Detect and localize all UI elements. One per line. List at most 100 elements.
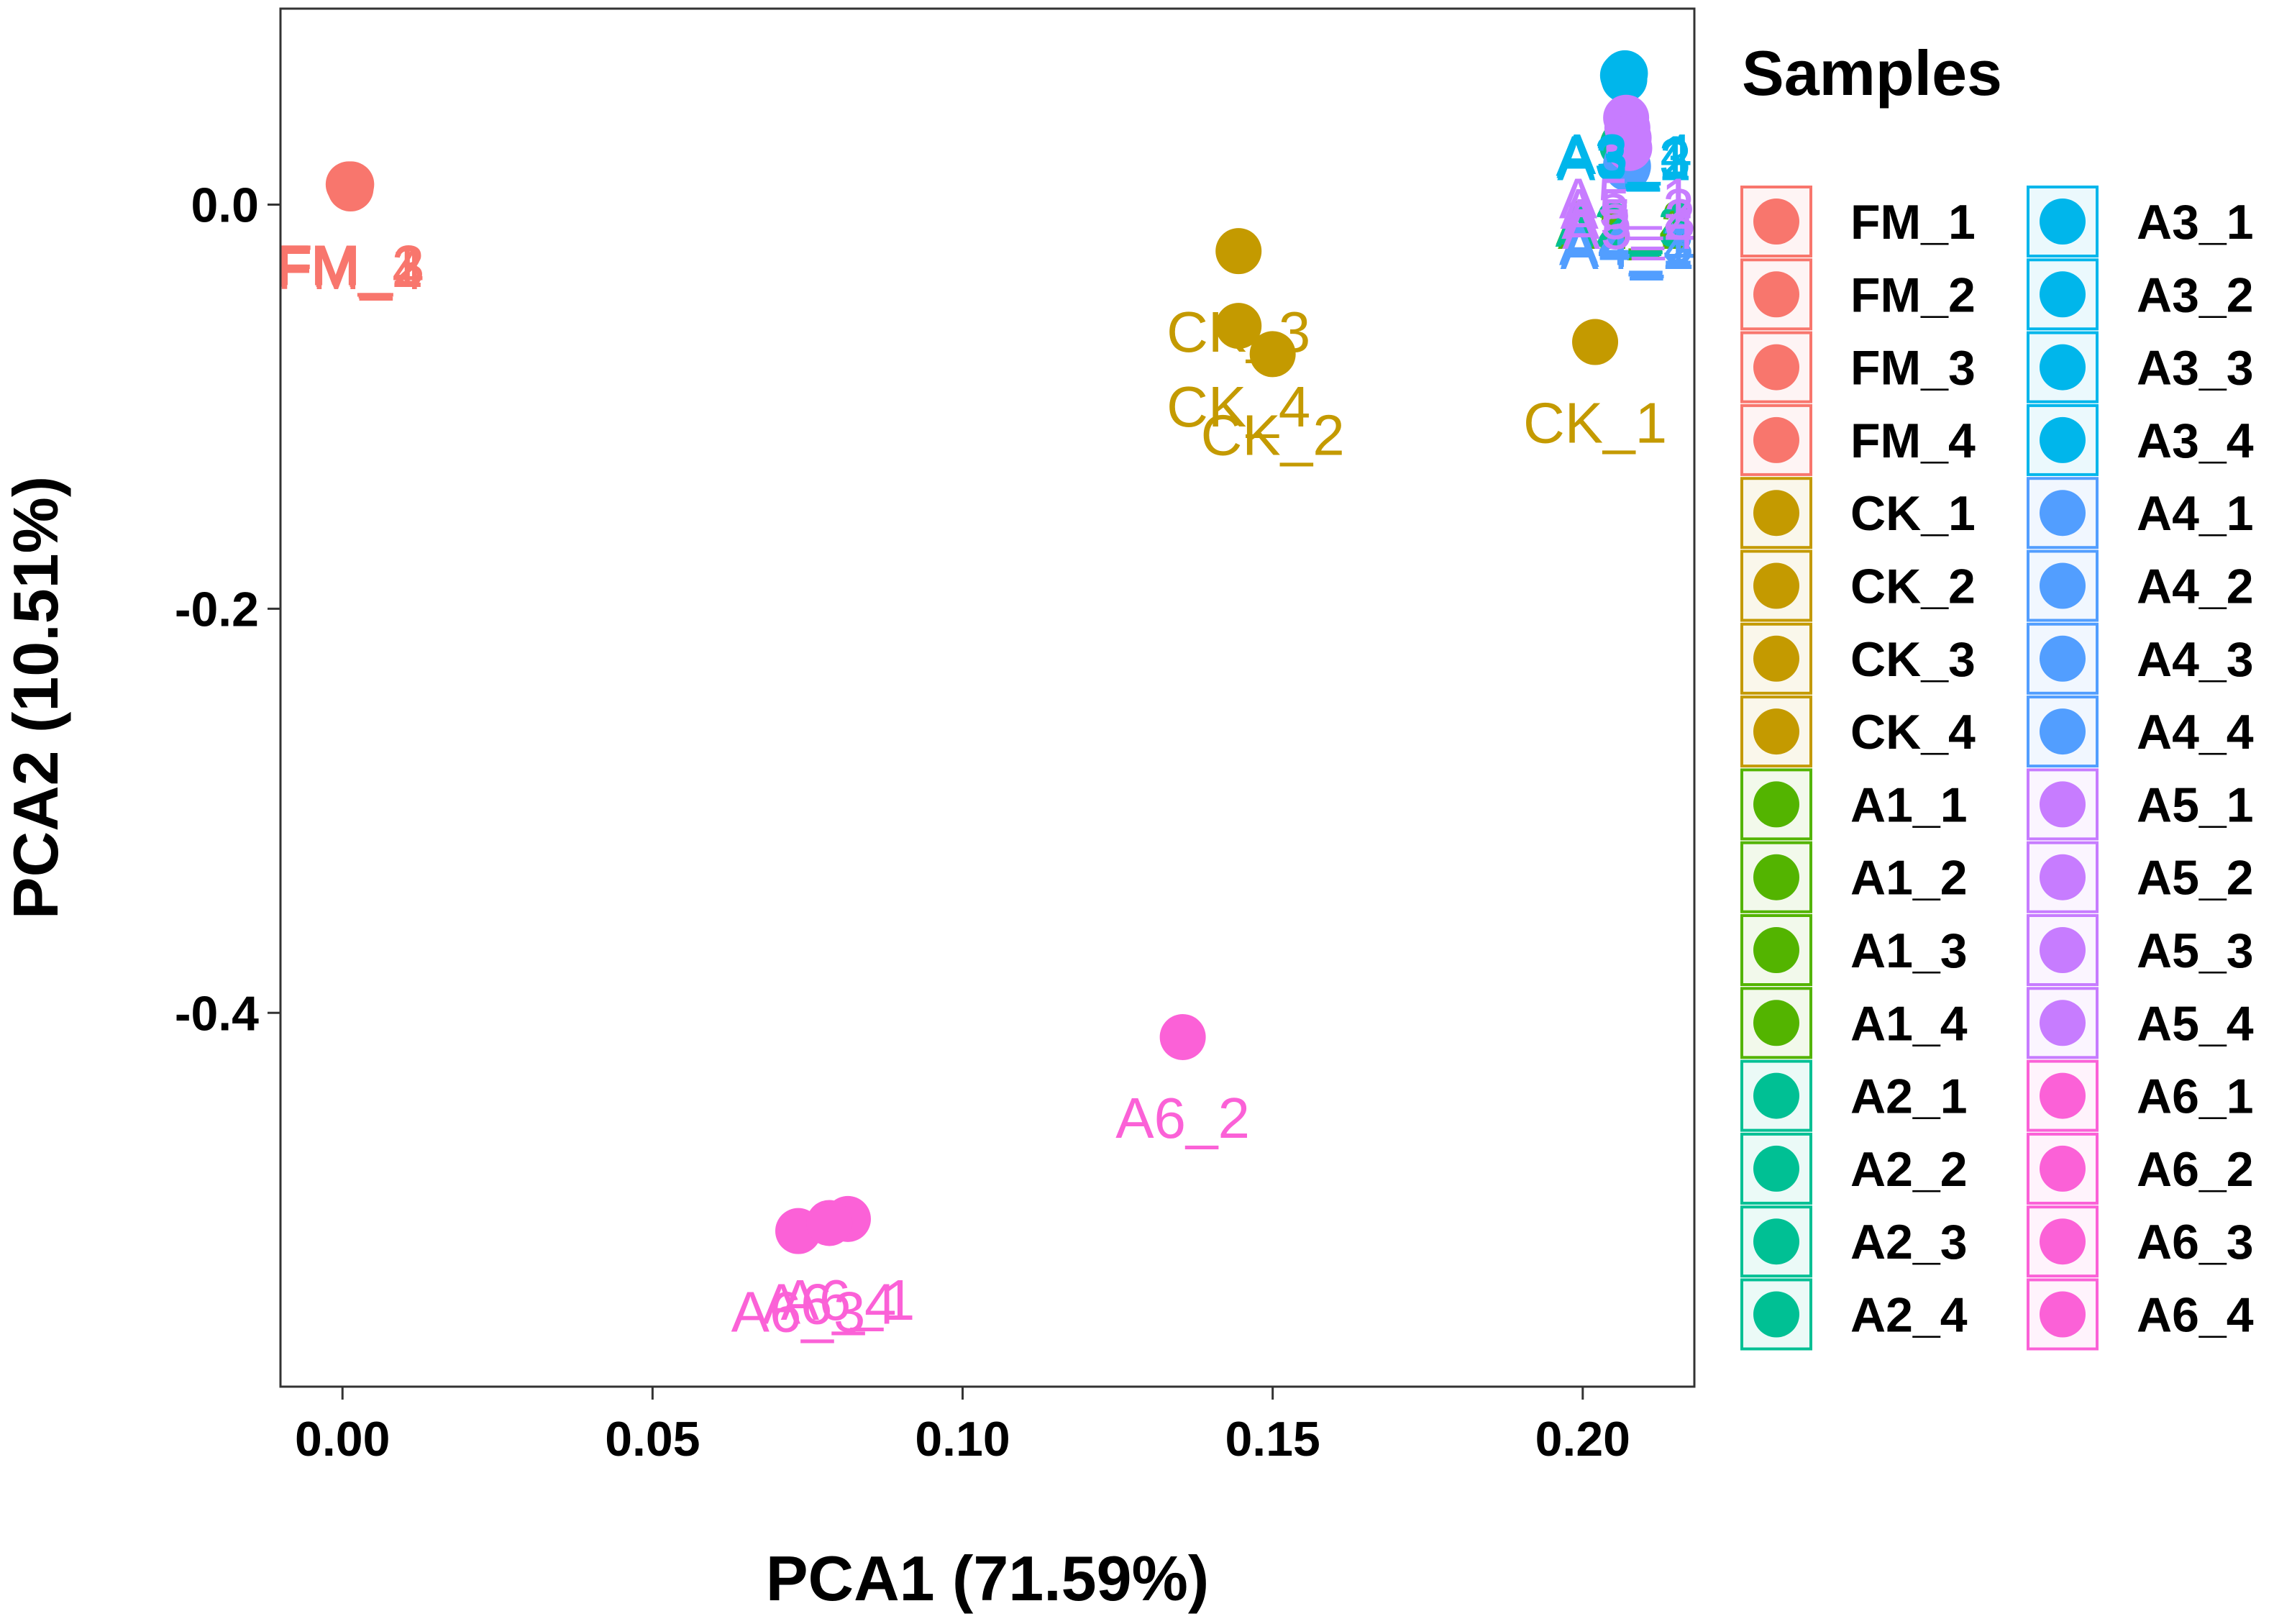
y-tick-label: -0.4 [175,986,259,1041]
legend-label: FM_1 [1850,195,1976,250]
data-point-a6-4 [806,1200,853,1246]
x-axis: 0.00 0.05 0.10 0.15 0.20 [295,1387,1630,1466]
legend-item-ck-1: CK_1 [1740,477,1976,549]
y-tick-label: -0.2 [175,582,259,637]
legend-key-dot [1753,927,1799,973]
point-label-a3-2: A3_2 [1557,128,1691,192]
legend-label: A1_2 [1850,851,1968,905]
legend-label: CK_3 [1850,632,1976,687]
legend-item-ck-3: CK_3 [1740,622,1976,695]
legend-label: A6_2 [2137,1142,2254,1197]
legend-label: A2_1 [1850,1069,1968,1124]
point-label-fm-4: FM_4 [277,237,424,301]
y-axis: 0.0 -0.2 -0.4 [175,178,280,1041]
legend-key-dot [1753,271,1799,318]
legend-item-a5-1: A5_1 [2027,768,2254,841]
legend-key-dot [1753,416,1799,463]
legend-key-dot [1753,1145,1799,1192]
point-label-a2-4: A2_4 [1560,191,1694,255]
legend-label: FM_4 [1850,414,1976,468]
legend-item-fm-3: FM_3 [1740,331,1976,403]
point-label-a2-2: A2_2 [1558,193,1693,257]
point-label-a4-3: A4_3 [1560,211,1694,275]
legend-label: A2_4 [1850,1288,1968,1343]
point-label-a1-4: A1_4 [1556,195,1691,259]
legend-key-dot [2040,1291,2086,1338]
points-layer [325,50,1653,1254]
legend-label: FM_2 [1850,268,1976,322]
x-axis-title: PCA1 (71.59%) [766,1543,1209,1614]
legend-label: A1_1 [1850,777,1968,832]
point-label-a3-4: A3_4 [1558,122,1692,186]
legend-key-dot [1753,1218,1799,1265]
legend-label: A3_1 [2137,195,2254,250]
legend-key-dot [2040,1218,2086,1265]
legend-key-dot [2040,490,2086,537]
legend-key-dot [2040,781,2086,828]
legend-label: CK_2 [1850,560,1976,614]
legend-label: A5_3 [2137,923,2254,978]
point-label-a1-2: A1_2 [1558,197,1692,261]
point-label-a5-2: A5_2 [1560,177,1694,241]
legend-label: A6_3 [2137,1215,2254,1269]
legend-item-a6-4: A6_4 [2027,1278,2254,1351]
legend-label: A4_1 [2137,486,2254,541]
legend-label: A4_2 [2137,560,2254,614]
legend-label: A5_2 [2137,851,2254,905]
legend-key-dot [2040,199,2086,245]
legend-item-a4-3: A4_3 [2027,622,2254,695]
plot-border [279,7,1696,1388]
x-tick-label: 0.20 [1535,1412,1630,1466]
legend-item-a1-2: A1_2 [1740,841,1968,913]
y-axis-title: PCA2 (10.51%) [0,476,71,919]
legend-item-a3-4: A3_4 [2027,403,2254,476]
legend-item-fm-2: FM_2 [1740,258,1976,331]
point-label-fm-3: FM_3 [278,233,425,297]
x-tick-label: 0.10 [915,1412,1010,1466]
x-tick-label: 0.00 [295,1412,390,1466]
point-label-ck-2: CK_2 [1201,403,1345,467]
legend-item-a4-2: A4_2 [2027,549,2254,622]
data-point-ck-4 [1215,303,1262,350]
legend-key-dot [2040,1145,2086,1192]
legend-item-a4-4: A4_4 [2027,695,2254,768]
point-label-fm-1: FM_1 [275,233,423,297]
legend-key-dot [2040,344,2086,391]
y-tick-label: 0.0 [191,178,259,233]
legend-key-dot [2040,416,2086,463]
legend-key-dot [2040,854,2086,900]
data-point-a6-2 [1159,1013,1206,1060]
legend-item-a5-2: A5_2 [2027,841,2254,913]
point-label-ck-1: CK_1 [1523,391,1667,455]
legend-label: A2_2 [1850,1142,1968,1197]
legend: Samples FM_1 FM_2 FM_3 FM_4 CK_1 CK_2 CK_3 CK_4… [1740,37,2254,1351]
point-label-ck-3: CK_3 [1166,300,1310,364]
legend-item-fm-1: FM_1 [1740,186,1976,257]
legend-key-dot [2040,562,2086,609]
point-label-a1-1: A1_1 [1556,193,1690,257]
point-label-a6-1: A6_1 [781,1268,915,1332]
legend-item-a1-3: A1_3 [1740,914,1968,986]
point-label-fm-2: FM_2 [276,235,424,299]
legend-label: A4_3 [2137,632,2254,687]
data-point-ck-3 [1215,228,1262,275]
legend-label: CK_4 [1850,705,1976,759]
legend-item-ck-4: CK_4 [1740,695,1976,768]
data-point-a5-4 [1606,124,1653,171]
legend-label: CK_1 [1850,486,1976,541]
legend-key-dot [2040,1072,2086,1119]
point-label-a3-3: A3_3 [1556,127,1691,191]
legend-item-a5-3: A5_3 [2027,914,2254,986]
legend-label: A5_4 [2137,996,2254,1051]
legend-item-a3-1: A3_1 [2027,186,2254,257]
legend-item-a1-1: A1_1 [1740,768,1968,841]
legend-item-a2-3: A2_3 [1740,1205,1968,1278]
point-label-a6-2: A6_2 [1115,1086,1250,1150]
x-tick-label: 0.15 [1225,1412,1320,1466]
legend-item-a3-3: A3_3 [2027,331,2254,403]
legend-label: A3_2 [2137,268,2254,322]
point-label-a5-3: A5_3 [1561,187,1696,251]
point-label-a2-3: A2_3 [1556,195,1690,259]
legend-item-ck-2: CK_2 [1740,549,1976,622]
